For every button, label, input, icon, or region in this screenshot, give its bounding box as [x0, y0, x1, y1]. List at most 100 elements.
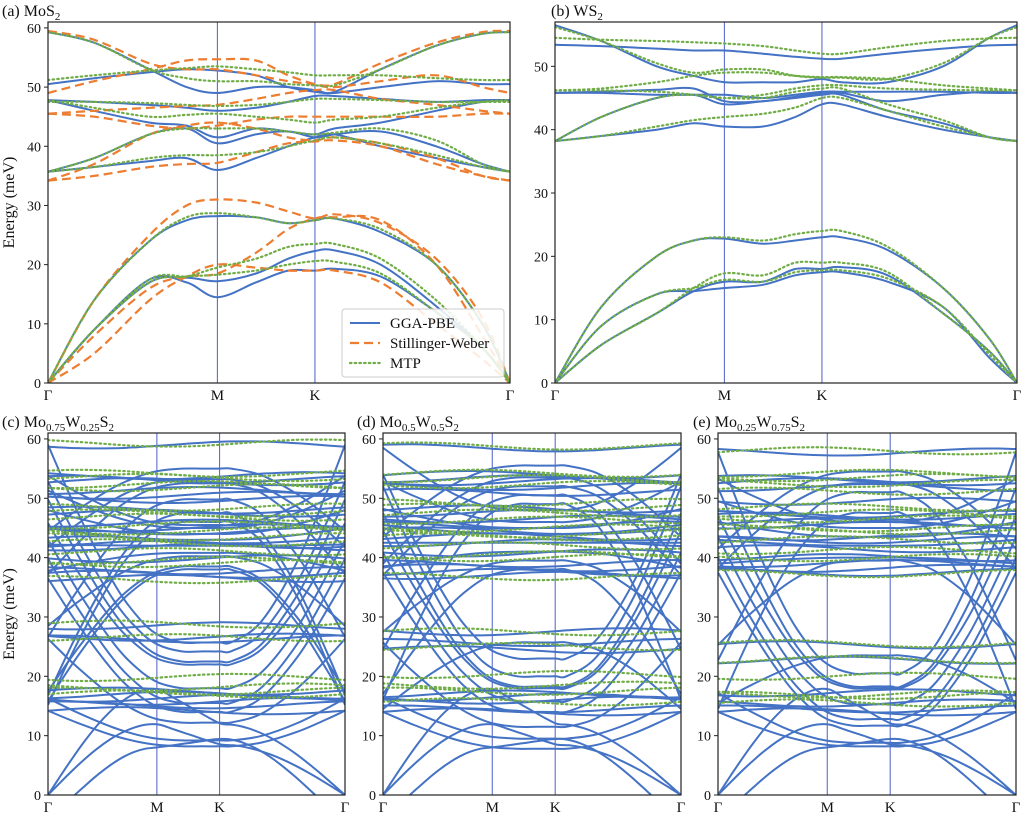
y-tick-label: 40	[362, 552, 376, 567]
acoustic-band-line	[718, 687, 1016, 795]
panel-title: (a) MoS2	[2, 3, 60, 23]
band-line	[718, 710, 1016, 748]
band-line	[48, 65, 510, 82]
band-line	[718, 511, 1016, 710]
band-line	[555, 24, 1017, 85]
y-tick-label: 20	[27, 259, 41, 274]
band-line	[48, 511, 345, 696]
x-tick-label: Γ	[1012, 800, 1021, 815]
y-tick-label: 30	[697, 611, 711, 626]
band-line	[383, 641, 681, 652]
band-line	[383, 529, 681, 539]
y-tick-label: 30	[27, 199, 41, 214]
panel-d: 0 10 20 30 40 50 60 Γ M K Γ (d) Mo0.5W0.5S2	[357, 414, 686, 815]
y-tick-label: 10	[27, 318, 41, 333]
band-line	[48, 538, 345, 548]
band-line	[718, 514, 1016, 524]
y-tick-label: 50	[362, 492, 376, 507]
series-gga-pbe	[555, 24, 1017, 383]
band-line	[48, 526, 345, 536]
band-line	[718, 698, 1016, 708]
band-line	[48, 499, 345, 664]
series-mtp	[383, 441, 681, 707]
band-line	[718, 671, 1016, 681]
y-axis-label: Energy (meV)	[1, 568, 18, 660]
band-line	[48, 682, 345, 692]
band-line	[555, 86, 1017, 143]
band-line	[383, 502, 681, 701]
band-line	[718, 478, 1016, 489]
band-line	[555, 270, 1017, 383]
band-line	[718, 638, 1016, 649]
plot-area	[48, 433, 345, 795]
y-tick-label: 60	[362, 433, 376, 448]
band-line	[555, 265, 1017, 383]
band-line	[48, 438, 345, 448]
x-tick-label: M	[150, 800, 163, 815]
y-tick-label: 20	[697, 670, 711, 685]
band-line	[383, 689, 681, 699]
series-gga-pbe	[48, 440, 345, 795]
band-line	[48, 532, 345, 542]
plot-area	[383, 433, 681, 795]
band-line	[48, 263, 510, 383]
band-line	[718, 523, 1016, 533]
band-line	[48, 471, 345, 481]
axes-frame	[554, 21, 1018, 384]
y-tick-label: 20	[27, 670, 41, 685]
series-mtp	[48, 438, 345, 699]
band-line	[48, 633, 345, 643]
band-line	[383, 567, 681, 695]
legend-label: GGA-PBE	[390, 316, 455, 332]
series-gga-pbe	[718, 447, 1016, 795]
band-line	[383, 680, 681, 690]
y-tick-label: 0	[704, 789, 711, 804]
panel-a: 0 10 20 30 40 50 60 Γ M K Γ (a) MoS2 Energy (meV) GGA…	[1, 3, 515, 404]
band-line	[383, 686, 681, 696]
y-tick-label: 50	[697, 492, 711, 507]
y-tick-label: 40	[27, 552, 41, 567]
acoustic-band-line	[48, 723, 345, 795]
band-line	[383, 474, 681, 661]
band-line	[48, 112, 510, 130]
band-line	[48, 686, 345, 696]
y-tick-label: 40	[534, 124, 548, 139]
acoustic-band-line	[74, 737, 316, 795]
panel-e: 0 10 20 30 40 50 60 Γ M K Γ (e) Mo0.25W0.75S2	[693, 414, 1021, 815]
band-line	[718, 490, 1016, 661]
band-line	[718, 692, 1016, 745]
y-tick-label: 10	[697, 730, 711, 745]
band-line	[48, 508, 345, 518]
series-mtp	[718, 446, 1016, 708]
band-line	[718, 508, 1016, 518]
band-line	[48, 520, 345, 530]
band-line	[48, 31, 510, 88]
axes-frame	[382, 432, 682, 796]
band-line	[383, 484, 681, 577]
x-tick-label: K	[885, 800, 896, 815]
y-tick-label: 50	[27, 81, 41, 96]
band-line	[555, 228, 1017, 383]
band-line	[718, 502, 1016, 512]
band-line	[555, 86, 1017, 104]
band-line	[48, 212, 510, 383]
band-line	[555, 43, 1017, 61]
plot-area	[48, 22, 510, 383]
y-tick-label: 10	[27, 730, 41, 745]
band-line	[383, 669, 681, 680]
band-line	[48, 567, 345, 702]
band-line	[48, 577, 345, 714]
band-line	[718, 535, 1016, 545]
panel-title: (b) WS2	[551, 3, 603, 23]
panel-b: 0 10 20 30 40 50 Γ M K Γ (b) WS2	[534, 3, 1022, 404]
acoustic-band-line	[744, 737, 987, 795]
band-line	[48, 619, 345, 629]
panel-title: (c) Mo0.75W0.25S2	[2, 414, 114, 434]
band-line	[555, 95, 1017, 143]
axes-frame	[47, 432, 346, 796]
band-line	[48, 97, 510, 108]
x-tick-label: Γ	[379, 800, 388, 815]
x-tick-label: Γ	[677, 800, 686, 815]
band-line	[555, 26, 1017, 81]
band-line	[383, 479, 681, 490]
